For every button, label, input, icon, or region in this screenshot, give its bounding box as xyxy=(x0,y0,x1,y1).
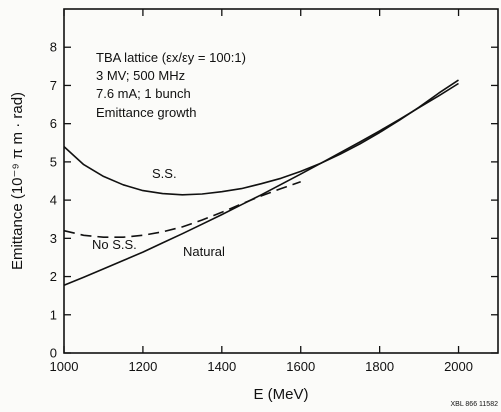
x-tick-label: 1000 xyxy=(50,359,79,374)
info-line-3: 7.6 mA; 1 bunch xyxy=(96,86,191,101)
y-tick-label: 2 xyxy=(50,269,57,284)
x-tick-label: 2000 xyxy=(444,359,473,374)
y-tick-label: 6 xyxy=(50,116,57,131)
y-tick-label: 4 xyxy=(50,193,57,208)
curve-label-natural: Natural xyxy=(183,244,225,259)
y-tick-label: 3 xyxy=(50,231,57,246)
y-axis-title: Emittance (10⁻⁹ π m · rad) xyxy=(9,92,26,270)
x-axis-title: E (MeV) xyxy=(253,386,308,403)
curve-label-no-ss: No S.S. xyxy=(92,237,137,252)
curve-label-ss: S.S. xyxy=(152,166,177,181)
info-line-2: 3 MV; 500 MHz xyxy=(96,68,185,83)
series-natural-line xyxy=(63,82,459,287)
y-tick-label: 5 xyxy=(50,154,57,169)
x-tick-label: 1600 xyxy=(286,359,315,374)
series-s-s-line xyxy=(63,79,459,196)
data-curves xyxy=(63,79,459,287)
x-tick-label: 1200 xyxy=(128,359,157,374)
y-tick-label: 8 xyxy=(50,40,57,55)
y-tick-label: 7 xyxy=(50,78,57,93)
plot-frame xyxy=(63,8,499,354)
info-line-1: TBA lattice (εx/εy = 100:1) xyxy=(96,50,246,65)
series-no-s-s-line xyxy=(63,181,301,238)
x-tick-label: 1800 xyxy=(365,359,394,374)
y-tick-label: 0 xyxy=(50,346,57,361)
y-tick-label: 1 xyxy=(50,307,57,322)
figure-code: XBL 866 11582 xyxy=(451,401,499,408)
x-tick-label: 1400 xyxy=(207,359,236,374)
info-line-4: Emittance growth xyxy=(96,105,196,120)
